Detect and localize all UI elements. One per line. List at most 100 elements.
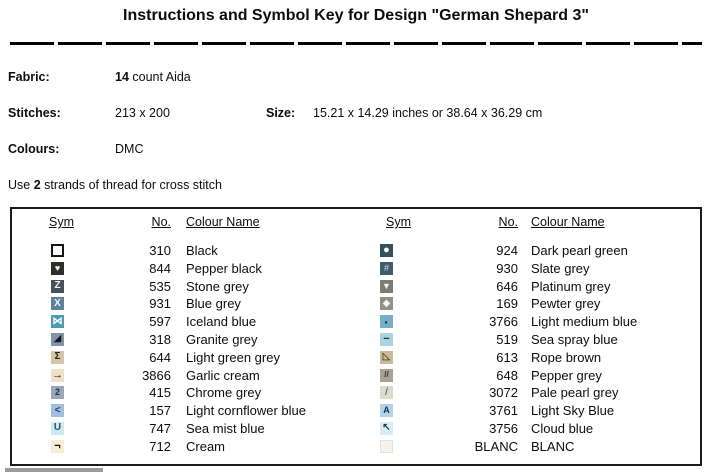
colour-name: Light cornflower blue [186, 403, 306, 419]
letter-u-icon: U [51, 421, 64, 435]
key-row: X 931 Blue grey [51, 295, 371, 313]
colour-name: Iceland blue [186, 314, 257, 330]
key-column-left: 310 Black ♥ 844 Pepper black Z 535 Stone grey X 9… [51, 242, 371, 456]
letter-x-icon: X [51, 297, 64, 311]
dmc-number: 3761 [489, 403, 518, 419]
dot-icon: · [380, 313, 393, 330]
symbol-glyph: ↖ [382, 422, 391, 434]
colour-name: Light Sky Blue [531, 403, 615, 419]
colours-value: DMC [115, 142, 144, 156]
colour-name: Granite grey [186, 331, 258, 347]
colour-name: Black [186, 243, 218, 258]
colour-name: BLANC [531, 438, 575, 454]
triangle-outline-icon: ◺ [380, 350, 393, 364]
symbol-glyph: · [384, 313, 389, 330]
key-row: · 3766 Light medium blue [380, 313, 700, 331]
digit-2-icon: 2 [51, 386, 64, 400]
key-row: ↖ 3756 Cloud blue [380, 420, 700, 438]
key-row: ◢ 318 Granite grey [51, 331, 371, 349]
colour-name: Pepper grey [531, 367, 602, 383]
symbol-glyph: # [383, 262, 389, 273]
page-title: Instructions and Symbol Key for Design "… [123, 7, 589, 24]
colour-name: Cloud blue [531, 420, 594, 436]
colour-name: Chrome grey [186, 385, 262, 401]
key-row: ● 924 Dark pearl green [380, 242, 700, 260]
colour-name: Cream [186, 438, 226, 454]
header-colour-name: Colour Name [531, 215, 605, 229]
symbol-glyph: / [385, 386, 388, 398]
colour-name: Pale pearl grey [531, 385, 619, 401]
symbol-glyph: ⋈ [52, 315, 63, 327]
fabric-label: Fabric: [8, 70, 50, 84]
symbol-glyph: ▼ [382, 280, 391, 291]
key-row: <157 Light cornflower blue [51, 402, 371, 420]
bottom-partial-bar [5, 468, 103, 472]
title-divider [10, 42, 702, 45]
bowtie-icon: ⋈ [51, 315, 64, 329]
blank-square-icon [380, 439, 393, 453]
heart-icon: ♥ [51, 261, 64, 275]
key-row: 310 Black [51, 242, 371, 260]
dmc-number: 3766 [489, 314, 518, 330]
double-slash-icon: // [380, 368, 393, 382]
key-row: A 3761 Light Sky Blue [380, 402, 700, 420]
dmc-number: 3866 [142, 367, 171, 383]
dmc-number: 613 [496, 349, 518, 365]
dmc-number: 646 [496, 278, 518, 294]
dash-icon: − [380, 332, 393, 346]
key-row: − 519 Sea spray blue [380, 331, 700, 349]
header-sym: Sym [49, 215, 74, 229]
right-arrow-icon: → [51, 368, 64, 382]
symbol-glyph: Σ [54, 351, 61, 363]
key-row: → 3866 Garlic cream [51, 367, 371, 385]
dmc-number: 535 [149, 278, 171, 294]
header-colour-name: Colour Name [186, 215, 260, 229]
colour-name: Garlic cream [186, 367, 260, 383]
symbol-glyph: 2 [54, 387, 60, 398]
key-row: 2 415 Chrome grey [51, 384, 371, 402]
key-row: BLANC BLANC [380, 438, 700, 456]
symbol-glyph: ◺ [382, 351, 391, 363]
symbol-glyph: U [53, 422, 62, 434]
letter-z-icon: Z [51, 279, 64, 293]
down-triangle-icon: ▼ [380, 279, 393, 293]
dmc-number: 3072 [489, 385, 518, 401]
strands-note: Use 2 strands of thread for cross stitch [8, 178, 222, 192]
key-row: ◆ 169 Pewter grey [380, 295, 700, 313]
header-sym: Sym [386, 215, 411, 229]
symbol-glyph: X [54, 297, 61, 309]
header-no: No. [498, 215, 518, 229]
lower-right-triangle-icon: ◢ [51, 332, 64, 346]
dmc-number: 644 [149, 349, 171, 365]
letter-a-icon: A [380, 404, 393, 418]
header-no: No. [151, 215, 171, 229]
symbol-glyph: ◆ [382, 297, 391, 309]
colour-name: Platinum grey [531, 278, 611, 294]
colour-name: Rope brown [531, 349, 602, 365]
symbol-glyph: ¬ [54, 439, 61, 452]
symbol-glyph: // [384, 370, 389, 380]
dmc-number: 157 [149, 403, 171, 419]
key-row: U 747 Sea mist blue [51, 420, 371, 438]
size-label: Size: [266, 106, 296, 120]
dmc-number: 648 [496, 367, 518, 383]
key-row: #930 Slate grey [380, 260, 700, 278]
dmc-number: 924 [496, 243, 518, 258]
dmc-number: 747 [149, 420, 171, 436]
colour-name: Pewter grey [531, 296, 601, 312]
colour-name: Stone grey [186, 278, 249, 294]
open-square-icon [51, 244, 64, 257]
stitches-label: Stitches: [8, 106, 61, 120]
dmc-number: 169 [496, 296, 518, 312]
dmc-number: 310 [149, 243, 171, 258]
key-row: ¬ 712 Cream [51, 438, 371, 456]
dmc-number: 712 [149, 438, 171, 454]
colour-name: Sea mist blue [186, 420, 265, 436]
key-row: ▼ 646 Platinum grey [380, 278, 700, 296]
hourglass-icon: Σ [51, 350, 64, 364]
colour-name: Sea spray blue [531, 331, 618, 347]
symbol-glyph: A [383, 405, 390, 416]
key-row: Σ 644 Light green grey [51, 349, 371, 367]
up-left-arrow-icon: ↖ [380, 421, 393, 435]
sharp-sign-icon: # [380, 261, 393, 275]
